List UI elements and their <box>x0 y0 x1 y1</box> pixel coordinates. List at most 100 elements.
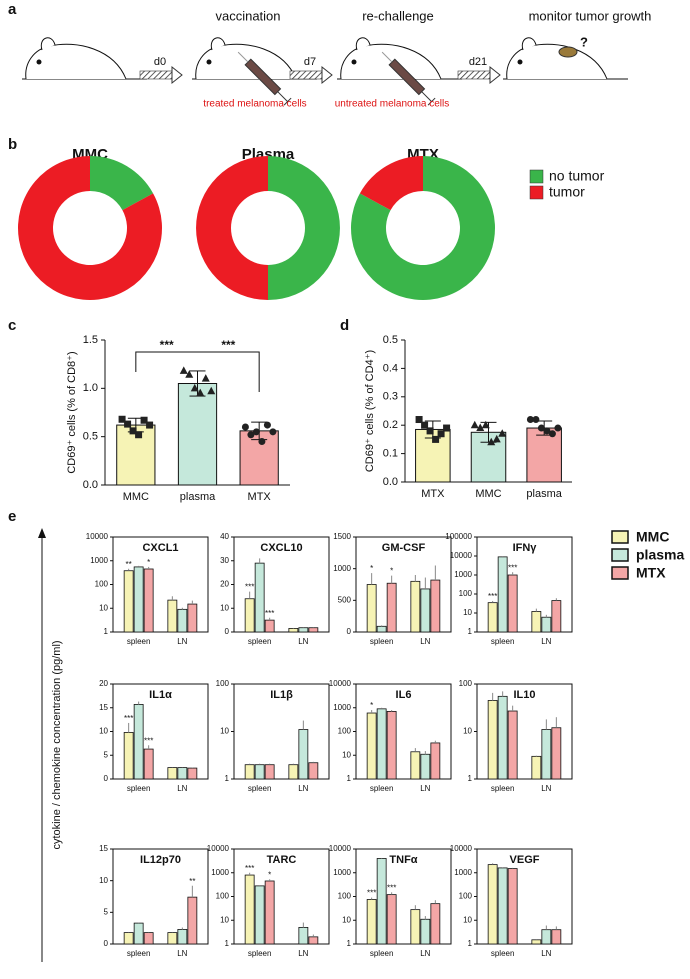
significance-label: *** <box>367 889 376 898</box>
axis-arrowhead <box>38 528 46 538</box>
significance-label: *** <box>221 338 235 352</box>
x-tick-label: MTX <box>421 488 445 500</box>
step-title: re-challenge <box>362 8 434 23</box>
bar <box>531 611 542 633</box>
significance-label: * <box>370 564 373 573</box>
y-tick-label: 100 <box>338 727 352 736</box>
bar <box>430 903 441 945</box>
legend-swatch <box>611 530 629 544</box>
step-note: treated melanoma cells <box>203 99 306 110</box>
legend-swatch <box>529 169 544 184</box>
x-tick-label: spleen <box>491 784 515 793</box>
y-tick-label: 0 <box>347 627 352 636</box>
point <box>432 435 440 443</box>
panel-label: a <box>8 1 17 18</box>
bar <box>298 627 309 633</box>
x-tick-label: plasma <box>526 488 562 500</box>
y-tick-label: 5 <box>104 907 109 916</box>
bar <box>366 712 377 780</box>
y-tick-label: 0 <box>225 627 230 636</box>
bar <box>497 556 508 633</box>
significance-label: *** <box>124 714 133 723</box>
point <box>443 424 451 432</box>
schema: a d0 d7 d21 vaccination re-challenge mon… <box>8 1 651 110</box>
y-tick-label: 100 <box>459 589 473 598</box>
significance-label: *** <box>245 583 254 592</box>
bar <box>187 896 198 945</box>
y-tick-label: 0.0 <box>383 476 398 488</box>
donut-segment <box>268 156 340 300</box>
x-tick-label: LN <box>298 637 308 646</box>
step-note: untreated melanoma cells <box>335 99 450 110</box>
bar <box>177 929 188 945</box>
bar <box>244 874 255 945</box>
donut-segment <box>359 156 423 211</box>
bar <box>308 627 319 633</box>
bar <box>123 932 134 945</box>
point <box>470 420 479 429</box>
point <box>498 429 507 437</box>
y-tick-label: 1000 <box>333 564 351 573</box>
significance-label: * <box>390 567 393 576</box>
y-tick-label: 0 <box>104 939 109 948</box>
significance-label: * <box>370 701 373 710</box>
y-tick-label: 1 <box>468 939 473 948</box>
significance-label: * <box>147 558 150 567</box>
x-tick-label: spleen <box>491 637 515 646</box>
y-tick-label: 10 <box>220 727 229 736</box>
y-tick-label: 100 <box>216 679 230 688</box>
bar <box>507 868 518 945</box>
point <box>481 420 490 429</box>
bar <box>264 619 275 633</box>
y-tick-label: 20 <box>99 679 108 688</box>
x-tick-label: spleen <box>370 784 394 793</box>
y-tick-label: 15 <box>99 844 108 853</box>
panel-label: c <box>8 317 16 334</box>
day-label: d21 <box>469 56 487 68</box>
y-tick-label: 1500 <box>333 532 351 541</box>
y-tick-label: 1 <box>225 774 230 783</box>
y-tick-label: 1 <box>468 627 473 636</box>
y-tick-label: 15 <box>99 703 108 712</box>
y-tick-label: 10 <box>99 603 108 612</box>
bar <box>244 764 255 780</box>
panel-title: TNFα <box>389 854 417 866</box>
panel-title: TARC <box>267 854 297 866</box>
day-label: d0 <box>154 56 166 68</box>
bar <box>254 562 265 633</box>
panel-title: CXCL10 <box>260 542 302 554</box>
y-tick-label: 1 <box>347 939 352 948</box>
point <box>207 386 216 395</box>
x-tick-label: spleen <box>491 949 515 958</box>
bar <box>386 711 397 780</box>
bar <box>507 710 518 780</box>
x-tick-label: LN <box>177 949 187 958</box>
significance-label: *** <box>488 592 497 601</box>
bar <box>497 867 508 945</box>
x-tick-label: LN <box>420 637 430 646</box>
donut-segment <box>18 156 163 300</box>
point <box>554 424 562 432</box>
x-tick-label: LN <box>420 949 430 958</box>
y-tick-label: 0.4 <box>383 362 398 374</box>
point <box>269 428 277 436</box>
panel-title: IL12p70 <box>140 854 181 866</box>
bar <box>143 568 154 633</box>
bar <box>177 767 188 780</box>
point <box>185 370 194 378</box>
y-tick-label: 10 <box>220 915 229 924</box>
y-tick-label: 5 <box>104 750 109 759</box>
y-tick-label: 10 <box>463 727 472 736</box>
significance-bracket <box>135 351 260 392</box>
y-tick-label: 0.2 <box>383 419 398 431</box>
y-tick-label: 0 <box>104 774 109 783</box>
y-tick-label: 10000 <box>329 844 352 853</box>
bar <box>143 748 154 780</box>
y-tick-label: 100 <box>459 892 473 901</box>
y-tick-label: 1000 <box>90 556 108 565</box>
bar <box>264 880 275 945</box>
x-tick-label: spleen <box>370 637 394 646</box>
bar <box>254 885 265 945</box>
bar <box>551 727 562 780</box>
bar <box>487 700 498 780</box>
